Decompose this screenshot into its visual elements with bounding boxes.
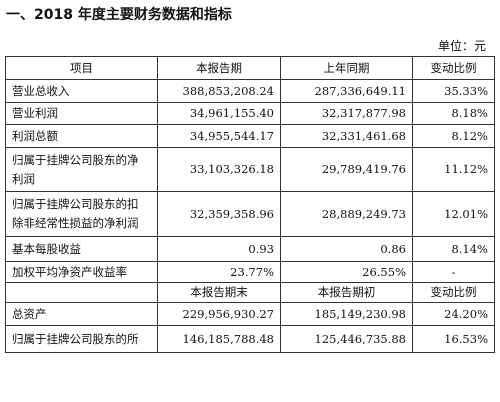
row-item-line: 归属于挂牌公司股东的净 <box>12 152 139 167</box>
unit-label: 单位：元 <box>437 39 486 53</box>
row-item-line: 利润 <box>12 171 35 186</box>
table-row: 归属于挂牌公司股东的扣 除非经常性损益的净利润 32,359,358.96 28… <box>5 191 495 237</box>
table-row: 营业总收入 388,853,208.24 287,336,649.11 35.3… <box>5 79 495 103</box>
row-item: 基本每股收益 <box>5 236 158 262</box>
row-prior: 32,317,877.98 <box>280 102 413 125</box>
table-subheader-row: 本报告期末 本报告期初 变动比例 <box>5 282 495 303</box>
row-prior: 185,149,230.98 <box>280 302 413 326</box>
row-current: 388,853,208.24 <box>157 79 281 103</box>
row-change: 35.33% <box>412 79 495 103</box>
table-row: 总资产 229,956,930.27 185,149,230.98 24.20% <box>5 302 495 326</box>
financial-data-table: 项目 本报告期 上年同期 变动比例 营业总收入 388,853,208.24 2… <box>5 56 495 353</box>
header-current-period: 本报告期 <box>157 56 281 80</box>
subheader-period-end: 本报告期末 <box>157 282 281 303</box>
table-row: 基本每股收益 0.93 0.86 8.14% <box>5 236 495 262</box>
row-change: 16.53% <box>412 325 495 353</box>
row-change: 8.14% <box>412 236 495 262</box>
table-header-row: 项目 本报告期 上年同期 变动比例 <box>5 56 495 80</box>
row-item: 营业总收入 <box>5 79 158 103</box>
subheader-period-start: 本报告期初 <box>280 282 413 303</box>
row-current: 33,103,326.18 <box>157 147 281 192</box>
row-current: 34,961,155.40 <box>157 102 281 125</box>
subheader-item <box>5 282 158 303</box>
row-change: 11.12% <box>412 147 495 192</box>
table-row: 营业利润 34,961,155.40 32,317,877.98 8.18% <box>5 102 495 125</box>
table-row: 利润总额 34,955,544.17 32,331,461.68 8.12% <box>5 124 495 148</box>
row-current: 32,359,358.96 <box>157 191 281 237</box>
header-prior-period: 上年同期 <box>280 56 413 80</box>
row-change: 8.18% <box>412 102 495 125</box>
row-item: 总资产 <box>5 302 158 326</box>
row-item-line: 除非经常性损益的净利润 <box>12 216 139 230</box>
row-item: 归属于挂牌公司股东的所 <box>5 325 158 353</box>
row-current: 0.93 <box>157 236 281 262</box>
row-change: 24.20% <box>412 302 495 326</box>
row-item: 利润总额 <box>5 124 158 148</box>
row-current: 229,956,930.27 <box>157 302 281 326</box>
table-row: 归属于挂牌公司股东的所 146,185,788.48 125,446,735.8… <box>5 325 495 353</box>
row-prior: 287,336,649.11 <box>280 79 413 103</box>
row-prior: 29,789,419.76 <box>280 147 413 192</box>
row-item-line: 归属于挂牌公司股东的扣 <box>12 197 139 211</box>
row-prior: 125,446,735.88 <box>280 325 413 353</box>
row-item: 归属于挂牌公司股东的扣 除非经常性损益的净利润 <box>5 191 158 237</box>
header-item: 项目 <box>5 56 158 80</box>
row-prior: 26.55% <box>280 261 413 283</box>
section-title: 一、2018 年度主要财务数据和指标 <box>6 7 232 23</box>
row-prior: 28,889,249.73 <box>280 191 413 237</box>
row-change: 12.01% <box>412 191 495 237</box>
row-current: 23.77% <box>157 261 281 283</box>
row-prior: 0.86 <box>280 236 413 262</box>
row-item: 归属于挂牌公司股东的净 利润 <box>5 147 158 192</box>
table-row: 归属于挂牌公司股东的净 利润 33,103,326.18 29,789,419.… <box>5 147 495 192</box>
row-current: 34,955,544.17 <box>157 124 281 148</box>
table-row: 加权平均净资产收益率 23.77% 26.55% - <box>5 261 495 283</box>
subheader-change-ratio: 变动比例 <box>412 282 495 303</box>
row-change: 8.12% <box>412 124 495 148</box>
row-current: 146,185,788.48 <box>157 325 281 353</box>
header-change-ratio: 变动比例 <box>412 56 495 80</box>
row-prior: 32,331,461.68 <box>280 124 413 148</box>
row-item: 加权平均净资产收益率 <box>5 261 158 283</box>
row-item: 营业利润 <box>5 102 158 125</box>
row-change: - <box>412 261 495 283</box>
